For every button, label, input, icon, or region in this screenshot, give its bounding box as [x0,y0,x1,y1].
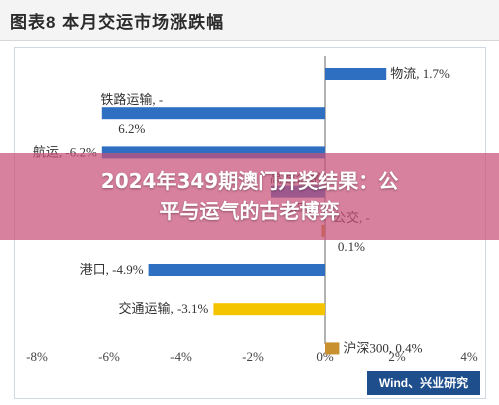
bar-chart: -8% -6% -4% -2% 0% 2% 4%物流, 1.7%铁路运输, -6.2%航运,… [26,56,478,364]
headline-line-2: 平与运气的古老博弈 [159,199,340,223]
bar-label-value: 6.2% [118,121,145,136]
header: 图表8 本月交运市场涨跌幅 [0,0,499,41]
bar [213,303,325,316]
bar-label: 物流, 1.7% [390,66,450,81]
bar-label-name: 铁路运输, - [100,92,163,107]
bar [148,264,325,276]
x-tick-label: -4% [170,349,192,364]
bar-label-value: 0.1% [338,239,365,254]
x-tick-label: -6% [98,349,120,364]
bar-label: 交通运输, -3.1% [118,301,208,316]
source-badge: Wind、兴业研究 [367,371,480,395]
x-tick-label: 4% [460,349,478,364]
x-tick-label: -8% [26,349,48,364]
chart-title: 图表8 本月交运市场涨跌幅 [10,13,225,32]
bar [325,68,387,80]
bar-label: 沪深300, 0.4% [343,340,422,355]
bar [325,342,340,355]
headline-line-1: 2024年349期澳门开奖结果：公 [100,169,399,193]
x-tick-label: 2% [388,349,406,364]
headline-banner: 2024年349期澳门开奖结果：公 平与运气的古老博弈 [0,153,499,240]
headline-text: 2024年349期澳门开奖结果：公 平与运气的古老博弈 [0,166,499,226]
bar-label: 港口, -4.9% [80,262,144,277]
x-tick-label: -2% [242,349,264,364]
bar [101,107,325,120]
